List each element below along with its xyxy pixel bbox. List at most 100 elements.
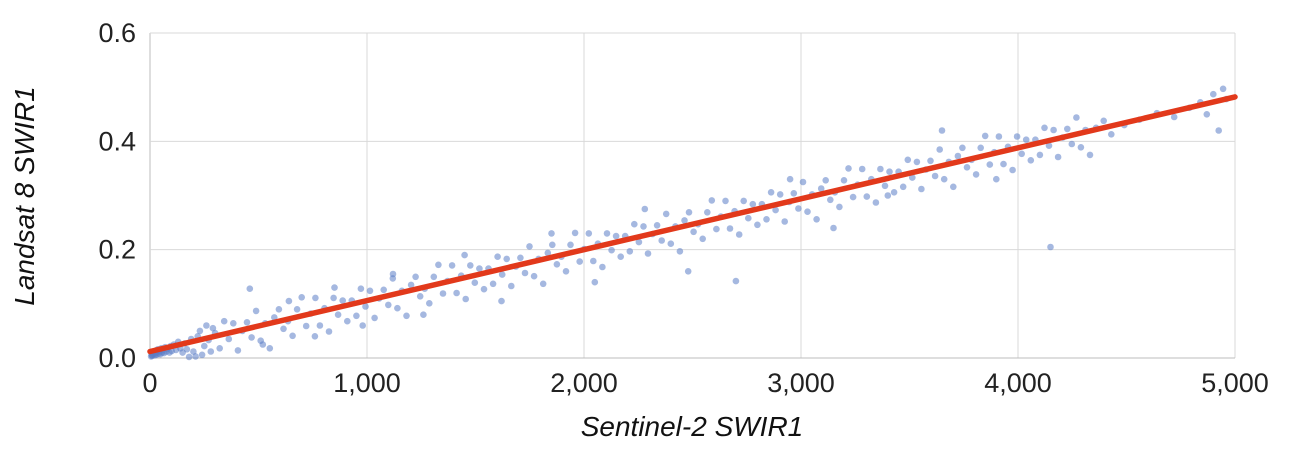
data-point (216, 345, 223, 352)
data-point (913, 158, 921, 166)
data-point (754, 221, 761, 229)
data-point (685, 209, 693, 216)
regression-line (147, 94, 1238, 355)
data-point (508, 282, 515, 290)
data-point (954, 152, 962, 160)
data-point (280, 325, 287, 333)
data-point (330, 294, 337, 302)
data-point (786, 175, 794, 183)
data-point (471, 279, 479, 287)
data-point (302, 322, 310, 330)
data-point (371, 314, 378, 322)
data-point (362, 303, 369, 310)
data-point (938, 127, 946, 134)
data-point (394, 304, 401, 312)
data-point (641, 205, 649, 213)
data-point (840, 177, 848, 184)
data-point (585, 230, 593, 237)
data-point (927, 157, 934, 165)
data-point (936, 146, 943, 153)
data-point (708, 197, 716, 204)
data-point (498, 271, 506, 278)
data-point (836, 203, 843, 211)
data-point (571, 229, 579, 237)
data-point (767, 189, 775, 196)
data-point (1000, 160, 1007, 168)
data-point (626, 248, 634, 255)
data-point (1064, 125, 1071, 133)
data-point (713, 225, 720, 233)
data-point (1073, 114, 1080, 121)
data-point (877, 165, 884, 173)
data-point (1100, 117, 1107, 125)
scatter-points (147, 85, 1230, 361)
data-point (548, 230, 555, 237)
data-point (612, 232, 620, 240)
data-point (225, 335, 233, 343)
data-point (230, 320, 237, 327)
data-point (489, 280, 497, 288)
data-point (804, 208, 811, 215)
data-point (658, 237, 665, 244)
data-point (353, 312, 360, 320)
data-point (1018, 150, 1025, 158)
data-point (890, 189, 898, 196)
data-point (631, 220, 638, 228)
data-point (608, 246, 615, 254)
data-point (732, 277, 740, 285)
data-point (271, 314, 278, 321)
data-point (562, 268, 570, 275)
data-point (722, 197, 729, 205)
data-point (590, 257, 597, 265)
y-axis-title: Landsat 8 SWIR1 (9, 86, 40, 305)
data-point (544, 249, 552, 257)
data-point (1170, 113, 1178, 121)
data-point (1036, 151, 1044, 159)
data-point (275, 306, 283, 313)
data-point (684, 268, 692, 275)
data-point (872, 199, 880, 206)
x-tick-label: 2,000 (550, 368, 618, 398)
data-point (899, 183, 907, 191)
data-point (699, 235, 706, 243)
x-tick-label: 0 (142, 368, 157, 398)
data-point (420, 311, 427, 319)
data-point (690, 228, 697, 236)
data-point (963, 164, 971, 171)
data-point (285, 297, 293, 305)
y-tick-label: 0.2 (98, 235, 136, 265)
data-point (681, 217, 688, 224)
data-point (289, 332, 296, 340)
data-point (498, 297, 505, 305)
data-point (591, 278, 599, 286)
x-tick-label: 1,000 (333, 368, 401, 398)
data-point (426, 300, 433, 307)
data-point (676, 248, 684, 255)
data-point (726, 225, 734, 232)
data-point (192, 353, 199, 360)
data-point (972, 171, 980, 178)
data-point (1022, 136, 1030, 143)
data-point (1068, 140, 1076, 148)
gridlines (149, 32, 1236, 359)
data-point (986, 161, 994, 168)
data-point (298, 294, 306, 301)
data-point (246, 285, 254, 293)
data-point (549, 241, 556, 249)
data-point (845, 165, 852, 172)
data-point (667, 240, 675, 247)
data-point (886, 168, 893, 175)
data-point (344, 317, 351, 325)
data-point (539, 280, 547, 288)
data-point (248, 334, 255, 341)
y-tick-label: 0.6 (98, 18, 136, 48)
data-point (704, 209, 711, 216)
data-point (553, 261, 561, 268)
data-point (203, 322, 210, 329)
data-point (243, 319, 251, 326)
data-point (198, 351, 206, 359)
data-point (776, 191, 784, 198)
data-point (909, 174, 916, 181)
data-point (795, 205, 802, 212)
x-tick-label: 4,000 (984, 368, 1052, 398)
